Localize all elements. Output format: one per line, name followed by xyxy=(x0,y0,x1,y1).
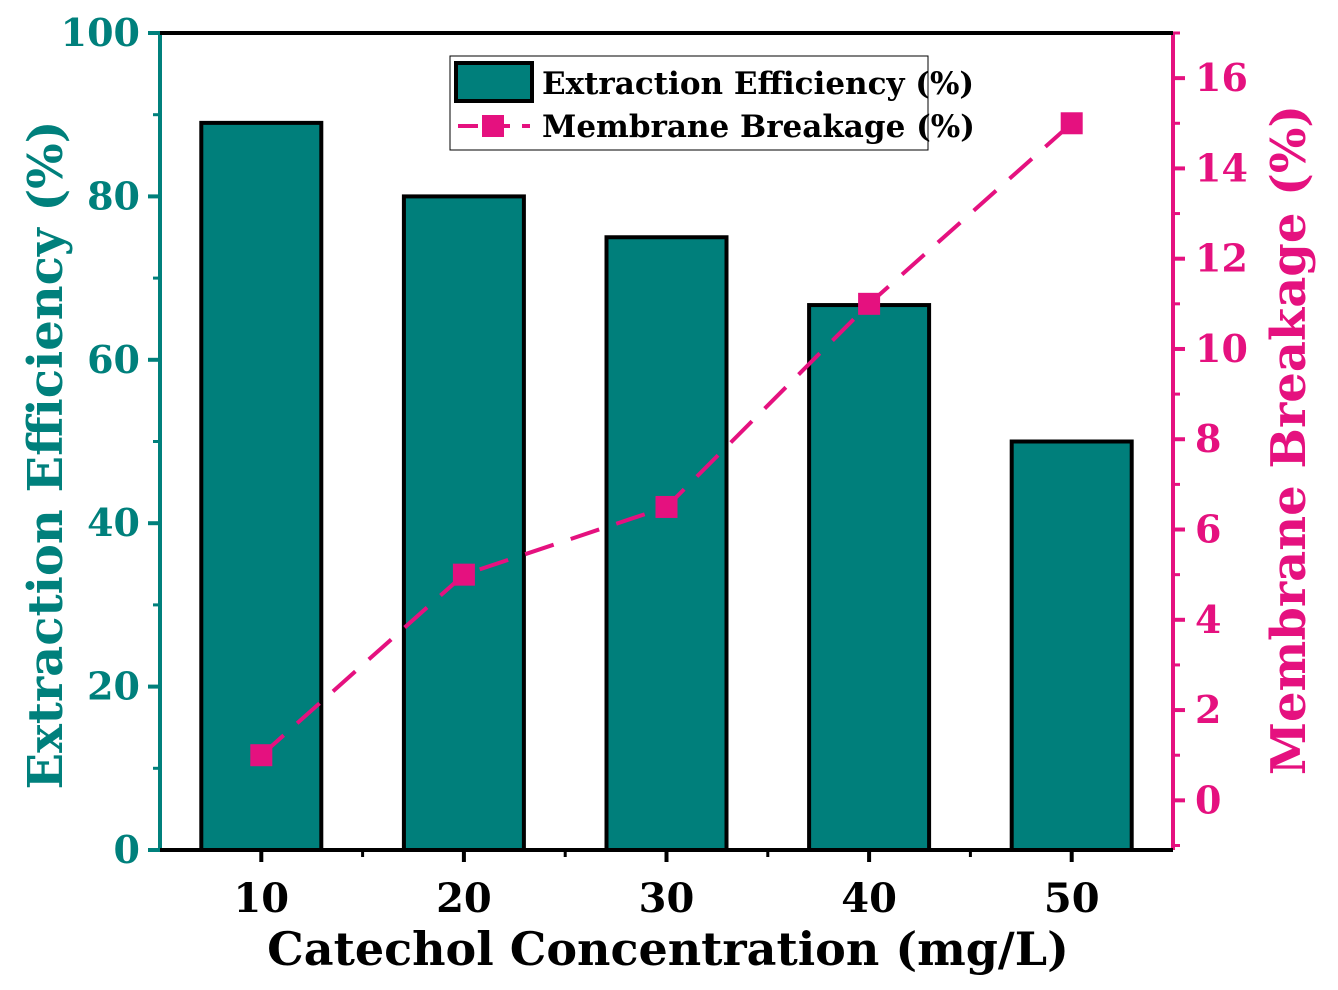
y-tick-label-80: 80 xyxy=(87,173,140,218)
x-tick-label-30: 30 xyxy=(639,875,695,922)
bar-30 xyxy=(604,235,729,852)
x-axis-title: Catechol Concentration (mg/L) xyxy=(267,922,1069,976)
x-tick-label-50: 50 xyxy=(1044,875,1100,922)
y2-axis-title: Membrane Breakage (%) xyxy=(1261,105,1317,775)
bar-40 xyxy=(807,303,932,853)
y-axis-title: Extraction Efficiency (%) xyxy=(18,121,74,790)
y2-tick-label-8: 8 xyxy=(1195,416,1221,461)
y-tick-label-60: 60 xyxy=(87,337,140,382)
y-tick-label-100: 100 xyxy=(61,10,140,55)
y2-tick-label-6: 6 xyxy=(1195,507,1221,552)
breakage-point-50 xyxy=(1060,112,1083,135)
y2-tick-label-10: 10 xyxy=(1195,326,1248,371)
bar-10 xyxy=(199,120,324,853)
legend-line-marker xyxy=(482,115,504,137)
line-layer xyxy=(250,112,1083,767)
bar-20 xyxy=(401,194,526,852)
legend: Extraction Efficiency (%) Membrane Break… xyxy=(449,55,975,151)
bar-50 xyxy=(1009,439,1134,852)
x-tick-label-10: 10 xyxy=(233,875,289,922)
y-tick-label-20: 20 xyxy=(87,664,140,709)
breakage-point-30 xyxy=(655,495,678,518)
y2-tick-label-2: 2 xyxy=(1195,687,1221,732)
y-tick-label-0: 0 xyxy=(114,827,140,872)
y-tick-label-40: 40 xyxy=(87,500,140,545)
legend-bar-swatch xyxy=(454,61,534,103)
breakage-point-10 xyxy=(250,744,273,767)
breakage-point-40 xyxy=(858,292,881,315)
legend-bar-label: Extraction Efficiency (%) xyxy=(542,66,974,102)
breakage-point-20 xyxy=(452,563,475,586)
y2-tick-label-14: 14 xyxy=(1195,145,1248,190)
x-tick-label-20: 20 xyxy=(436,875,492,922)
y2-tick-label-0: 0 xyxy=(1195,777,1221,822)
y2-tick-label-12: 12 xyxy=(1195,236,1248,281)
legend-line-label: Membrane Breakage (%) xyxy=(542,109,975,145)
axes-layer: 0 20 40 60 80 100 0 2 4 6 8 10 12 14 16 10 20 30 40 50 xyxy=(61,10,1248,922)
y2-tick-label-4: 4 xyxy=(1195,597,1221,642)
bars-layer xyxy=(199,120,1134,853)
x-tick-label-40: 40 xyxy=(841,875,897,922)
y2-tick-label-16: 16 xyxy=(1195,55,1248,100)
